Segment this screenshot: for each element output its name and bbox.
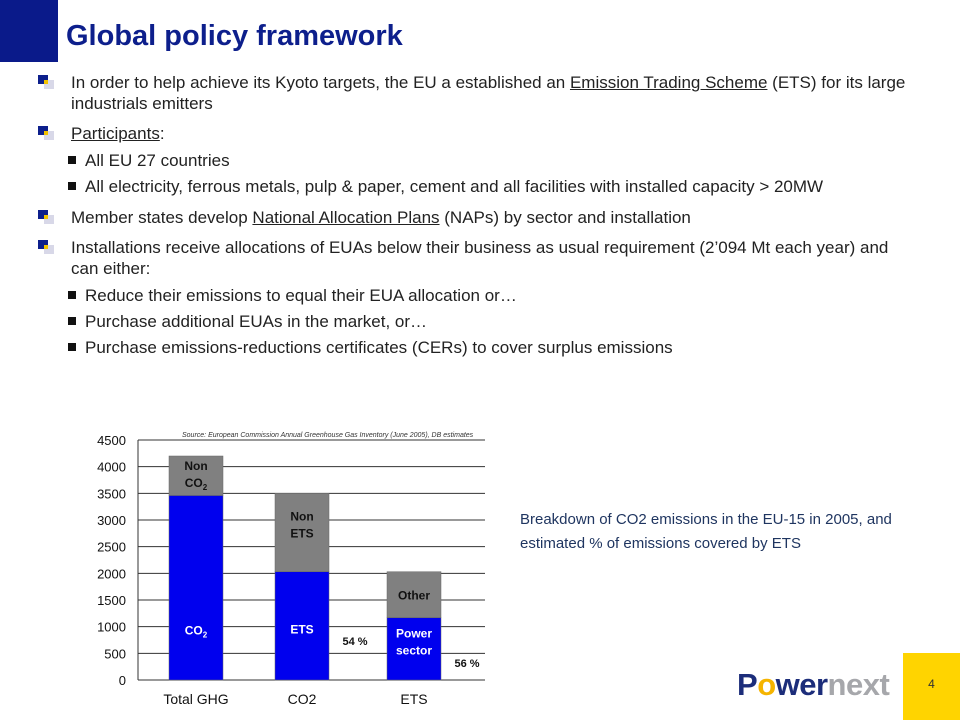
bullet-naps: Member states develop National Allocatio… xyxy=(38,207,918,228)
sub-bullet-text: Purchase additional EUAs in the market, … xyxy=(85,312,428,331)
page-title: Global policy framework xyxy=(66,20,403,52)
bar-segment xyxy=(386,571,442,618)
segment-label: sector xyxy=(396,644,432,658)
y-tick-label: 1000 xyxy=(97,620,126,635)
y-tick-label: 2000 xyxy=(97,566,126,581)
x-category-label: ETS xyxy=(400,691,427,707)
y-tick-label: 4000 xyxy=(97,460,126,475)
chart-caption: Breakdown of CO2 emissions in the EU-15 … xyxy=(520,511,892,552)
segment-label: ETS xyxy=(290,527,313,541)
segment-label: Non xyxy=(184,459,207,473)
bar-segment xyxy=(386,617,442,681)
bullet-installations: Installations receive allocations of EUA… xyxy=(38,237,918,279)
bullet-ets: In order to help achieve its Kyoto targe… xyxy=(38,72,918,114)
y-tick-label: 1500 xyxy=(97,593,126,608)
corner-block xyxy=(0,0,58,62)
bar-segment xyxy=(168,495,224,681)
sub-bullet: Purchase additional EUAs in the market, … xyxy=(68,311,918,332)
page-number: 4 xyxy=(928,677,935,691)
chart-source: Source: European Commission Annual Green… xyxy=(182,432,474,439)
sub-bullet-text: Purchase emissions-reductions certificat… xyxy=(85,338,673,357)
sub-bullet: All EU 27 countries xyxy=(68,150,918,171)
y-tick-label: 500 xyxy=(104,646,126,661)
bullet-text: (NAPs) by sector and installation xyxy=(439,208,691,227)
bullet-icon xyxy=(38,210,54,224)
x-category-label: Total GHG xyxy=(163,691,228,707)
y-tick-label: 4500 xyxy=(97,433,126,448)
square-bullet-icon xyxy=(68,317,76,325)
segment-label: Power xyxy=(396,627,432,641)
participants-sublist: All EU 27 countries All electricity, fer… xyxy=(38,150,918,197)
square-bullet-icon xyxy=(68,182,76,190)
sub-bullet: Purchase emissions-reductions certificat… xyxy=(68,337,918,358)
segment-label: CO2 xyxy=(185,624,208,640)
segment-label: Other xyxy=(398,589,430,603)
participants-link[interactable]: Participants xyxy=(71,124,160,143)
x-category-label: CO2 xyxy=(288,691,317,707)
square-bullet-icon xyxy=(68,156,76,164)
bar-segment xyxy=(274,571,330,681)
square-bullet-icon xyxy=(68,291,76,299)
sub-bullet-text: All electricity, ferrous metals, pulp & … xyxy=(85,177,824,196)
bullet-icon xyxy=(38,75,54,89)
ets-link[interactable]: Emission Trading Scheme xyxy=(569,73,768,92)
bullet-list: In order to help achieve its Kyoto targe… xyxy=(38,72,918,368)
sub-bullet: Reduce their emissions to equal their EU… xyxy=(68,285,918,306)
bullet-icon xyxy=(38,126,54,140)
sub-bullet: All electricity, ferrous metals, pulp & … xyxy=(68,176,918,197)
segment-label: Non xyxy=(290,510,313,524)
segment-label: ETS xyxy=(290,623,313,637)
sub-bullet-text: Reduce their emissions to equal their EU… xyxy=(85,286,517,305)
y-tick-label: 3000 xyxy=(97,513,126,528)
page-number-box xyxy=(903,653,960,720)
bullet-text: : xyxy=(159,124,165,143)
logo-o-icon: o xyxy=(757,667,776,702)
sub-bullet-text: All EU 27 countries xyxy=(85,151,230,170)
bullet-text: Member states develop xyxy=(71,208,253,227)
bar-segment xyxy=(168,455,224,496)
emissions-chart: Source: European Commission Annual Green… xyxy=(97,432,485,707)
bullet-text: (ETS) for its large industrials emitters xyxy=(71,73,906,113)
bullet-participants: Participants: xyxy=(38,123,918,144)
annotation-label: 54 % xyxy=(342,636,367,648)
powernext-logo: Powernext xyxy=(737,667,890,702)
installations-sublist: Reduce their emissions to equal their EU… xyxy=(38,285,918,358)
y-tick-label: 0 xyxy=(119,673,126,688)
bullet-text: Installations receive allocations of EUA… xyxy=(71,238,889,278)
annotation-label: 56 % xyxy=(454,658,479,670)
nap-link[interactable]: National Allocation Plans xyxy=(252,208,440,227)
bar-segment xyxy=(274,493,330,572)
square-bullet-icon xyxy=(68,343,76,351)
y-tick-label: 3500 xyxy=(97,486,126,501)
y-tick-label: 2500 xyxy=(97,540,126,555)
bullet-icon xyxy=(38,240,54,254)
segment-label: CO2 xyxy=(185,476,208,492)
bullet-text: In order to help achieve its Kyoto targe… xyxy=(71,73,570,92)
